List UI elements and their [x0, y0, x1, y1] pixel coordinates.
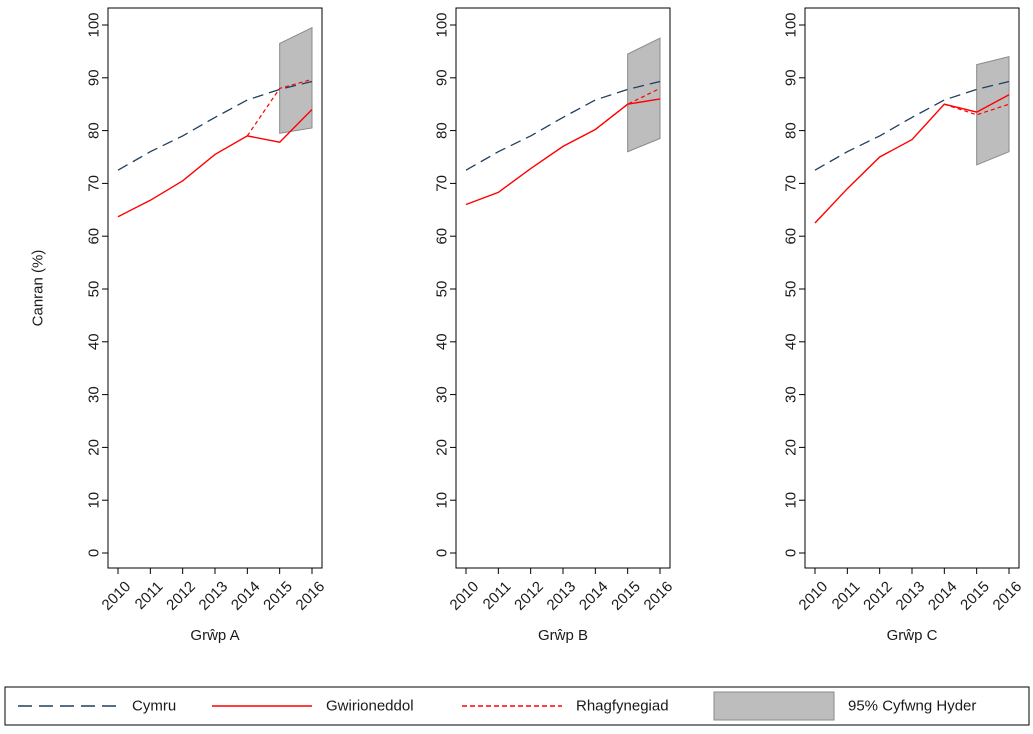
- confidence-band: [627, 37, 661, 153]
- x-tick-label: 2016: [641, 578, 677, 614]
- x-axis-title: Grŵp C: [887, 627, 938, 644]
- x-tick-label: 2011: [132, 578, 167, 613]
- legend-label-ci: 95% Cyfwng Hyder: [848, 698, 976, 715]
- y-tick-label: 20: [86, 439, 103, 456]
- x-tick-label: 2012: [163, 578, 199, 614]
- chart-panel-2: 0102030405060708090100201020112012201320…: [434, 7, 677, 644]
- y-axis-title: Canran (%): [30, 250, 47, 327]
- legend-label-actual: Gwirioneddol: [326, 698, 414, 715]
- x-tick-label: 2015: [260, 578, 296, 614]
- series-line-cymru: [117, 80, 313, 171]
- series-line-rhagfynegiad: [594, 87, 661, 130]
- series-line-gwirioneddol: [465, 98, 661, 206]
- x-tick-label: 2011: [829, 578, 864, 613]
- legend-label-cymru: Cymru: [132, 698, 176, 715]
- y-tick-label: 70: [783, 175, 800, 192]
- y-tick-label: 90: [434, 69, 451, 86]
- series-line-gwirioneddol: [117, 109, 313, 218]
- y-tick-label: 80: [783, 122, 800, 139]
- y-tick-label: 90: [86, 69, 103, 86]
- legend-frame: [4, 686, 1030, 726]
- y-tick-label: 100: [434, 12, 451, 37]
- y-tick-label: 100: [783, 12, 800, 37]
- x-tick-label: 2016: [293, 578, 329, 614]
- x-tick-label: 2010: [99, 578, 135, 614]
- x-tick-label: 2013: [893, 578, 929, 614]
- legend: Cymru Gwirioneddol Rhagfynegiad 95% Cyfwng …: [4, 686, 1030, 726]
- y-tick-label: 0: [434, 549, 451, 557]
- y-tick-label: 60: [783, 228, 800, 245]
- series-line-cymru: [814, 80, 1010, 171]
- legend-label-forecast: Rhagfynegiad: [576, 698, 669, 715]
- y-tick-label: 50: [783, 281, 800, 298]
- x-tick-label: 2014: [228, 578, 264, 614]
- y-tick-label: 10: [86, 492, 103, 509]
- y-tick-label: 60: [434, 228, 451, 245]
- x-tick-label: 2015: [957, 578, 993, 614]
- x-tick-label: 2016: [990, 578, 1026, 614]
- series-line-cymru: [465, 80, 661, 171]
- x-tick-label: 2014: [576, 578, 612, 614]
- y-tick-label: 20: [434, 439, 451, 456]
- y-tick-label: 10: [783, 492, 800, 509]
- legend-swatch-ci: [713, 691, 835, 721]
- x-tick-label: 2013: [196, 578, 232, 614]
- y-tick-label: 30: [434, 386, 451, 403]
- x-tick-label: 2010: [796, 578, 832, 614]
- y-tick-label: 100: [86, 12, 103, 37]
- confidence-band: [976, 56, 1010, 166]
- y-tick-label: 30: [783, 386, 800, 403]
- x-axis-title: Grŵp B: [538, 627, 588, 644]
- x-tick-label: 2012: [860, 578, 896, 614]
- x-tick-label: 2014: [925, 578, 961, 614]
- chart-panel-3: 0102030405060708090100201020112012201320…: [783, 7, 1026, 644]
- y-tick-label: 10: [434, 492, 451, 509]
- y-tick-label: 50: [86, 281, 103, 298]
- y-tick-label: 0: [783, 549, 800, 557]
- y-tick-label: 80: [434, 122, 451, 139]
- chart-panel-1: 0102030405060708090100201020112012201320…: [86, 7, 329, 644]
- series-line-rhagfynegiad: [944, 103, 1010, 116]
- y-tick-label: 90: [783, 69, 800, 86]
- y-tick-label: 40: [86, 333, 103, 350]
- x-tick-label: 2015: [608, 578, 644, 614]
- y-tick-label: 70: [434, 175, 451, 192]
- x-tick-label: 2011: [480, 578, 515, 613]
- y-tick-label: 70: [86, 175, 103, 192]
- x-tick-label: 2010: [447, 578, 483, 614]
- series-line-gwirioneddol: [814, 94, 1010, 224]
- y-tick-label: 80: [86, 122, 103, 139]
- confidence-band: [279, 26, 313, 134]
- x-tick-label: 2013: [544, 578, 580, 614]
- y-tick-label: 60: [86, 228, 103, 245]
- y-tick-label: 30: [86, 386, 103, 403]
- y-tick-label: 50: [434, 281, 451, 298]
- y-tick-label: 40: [783, 333, 800, 350]
- y-tick-label: 0: [86, 549, 103, 557]
- y-tick-label: 40: [434, 333, 451, 350]
- x-tick-label: 2012: [511, 578, 547, 614]
- y-tick-label: 20: [783, 439, 800, 456]
- x-axis-title: Grŵp A: [190, 627, 239, 644]
- series-line-rhagfynegiad: [246, 78, 313, 137]
